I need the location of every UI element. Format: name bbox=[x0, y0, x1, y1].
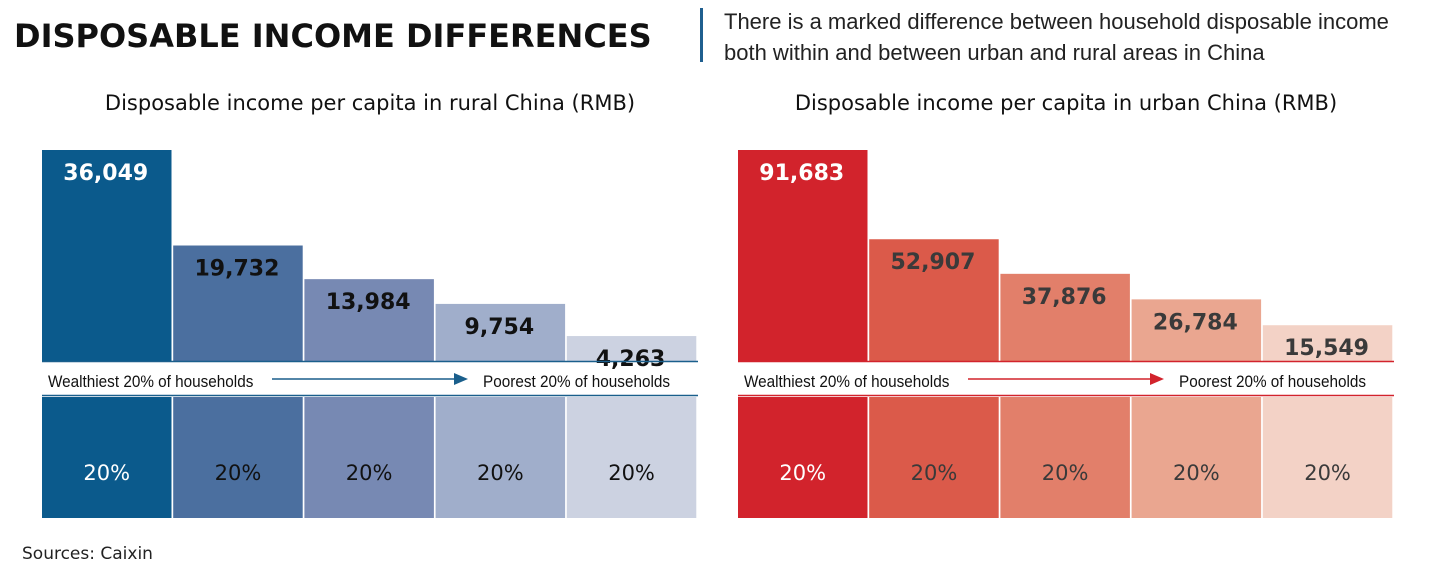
quintile-share-label: 20% bbox=[215, 461, 262, 485]
rural-chart-title: Disposable income per capita in rural Ch… bbox=[104, 91, 636, 115]
quintile-share-label: 20% bbox=[346, 461, 393, 485]
quintile-share-label: 20% bbox=[1304, 461, 1351, 485]
sources-note: Sources: Caixin bbox=[22, 544, 153, 564]
bar-value-label: 37,876 bbox=[1022, 285, 1107, 310]
quintile-box bbox=[173, 397, 303, 518]
bar-value-label: 26,784 bbox=[1153, 310, 1238, 335]
income-bar bbox=[869, 239, 999, 361]
quintile-box bbox=[42, 397, 172, 518]
arrow-head-icon bbox=[1150, 373, 1164, 385]
bar-value-label: 4,263 bbox=[596, 347, 666, 372]
bar-value-label: 9,754 bbox=[465, 315, 535, 340]
quintile-box bbox=[304, 397, 434, 518]
bar-value-label: 15,549 bbox=[1284, 336, 1369, 361]
income-bar bbox=[738, 150, 868, 361]
bar-value-label: 19,732 bbox=[194, 257, 279, 282]
to-label: Poorest 20% of households bbox=[483, 372, 670, 391]
quintile-share-label: 20% bbox=[1042, 461, 1089, 485]
chart-title: DISPOSABLE INCOME DIFFERENCES bbox=[14, 17, 652, 55]
urban-chart-title: Disposable income per capita in urban Ch… bbox=[794, 91, 1338, 115]
income-bar bbox=[304, 279, 434, 361]
to-label: Poorest 20% of households bbox=[1179, 372, 1366, 391]
quintile-box bbox=[1262, 397, 1393, 518]
bar-value-label: 13,984 bbox=[326, 290, 411, 315]
urban-income-chart: 91,683 52,907 37,876 26,784 15,549 Wealthiest… bbox=[738, 150, 1394, 518]
title-divider bbox=[700, 8, 703, 62]
quintile-box bbox=[566, 397, 697, 518]
quintile-share-label: 20% bbox=[911, 461, 958, 485]
income-bar bbox=[1131, 299, 1262, 361]
quintile-share-label: 20% bbox=[608, 461, 655, 485]
bar-value-label: 36,049 bbox=[63, 161, 148, 186]
from-label: Wealthiest 20% of households bbox=[48, 372, 253, 391]
quintile-share-label: 20% bbox=[83, 461, 130, 485]
quintile-share-label: 20% bbox=[477, 461, 524, 485]
quintile-share-label: 20% bbox=[779, 461, 826, 485]
quintile-box bbox=[738, 397, 868, 518]
chart-subtitle: There is a marked difference between hou… bbox=[724, 9, 1389, 65]
rural-income-panel: Disposable income per capita in rural Ch… bbox=[42, 86, 698, 526]
bar-value-label: 52,907 bbox=[890, 250, 975, 275]
quintile-box bbox=[869, 397, 999, 518]
income-bar bbox=[42, 150, 172, 361]
rural-income-chart: 36,049 19,732 13,984 9,754 4,263 Wealthiest 2… bbox=[42, 150, 698, 518]
quintile-box bbox=[1000, 397, 1130, 518]
income-bar bbox=[173, 245, 303, 361]
income-bar bbox=[435, 303, 566, 361]
quintile-box bbox=[1131, 397, 1262, 518]
arrow-head-icon bbox=[454, 373, 468, 385]
from-label: Wealthiest 20% of households bbox=[744, 372, 949, 391]
bar-value-label: 91,683 bbox=[759, 161, 844, 186]
income-bar bbox=[1000, 273, 1130, 361]
income-bar bbox=[566, 336, 697, 361]
quintile-share-label: 20% bbox=[1173, 461, 1220, 485]
urban-income-panel: Disposable income per capita in urban Ch… bbox=[738, 86, 1394, 526]
income-bar bbox=[1262, 325, 1393, 361]
quintile-box bbox=[435, 397, 566, 518]
